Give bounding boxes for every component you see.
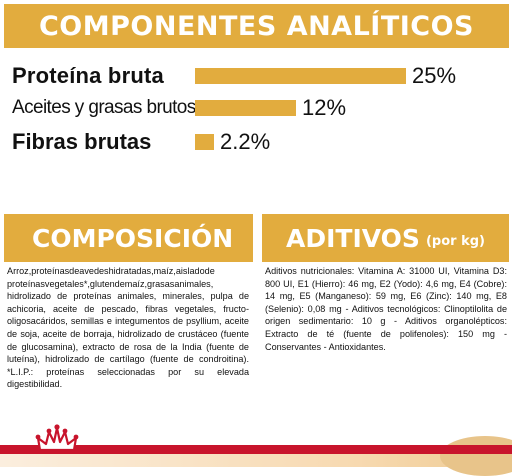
analytic-bar [195, 100, 296, 116]
composition-text: Arroz,proteínasdeavedeshidratadas,maíz,a… [7, 266, 249, 390]
footer-decoration [440, 436, 512, 476]
analytic-value: 25% [412, 63, 457, 88]
analytic-components-title: COMPONENTES ANALÍTICOS [38, 10, 475, 42]
footer-band [0, 454, 512, 467]
analytic-label: Proteína bruta [12, 63, 164, 88]
analytic-bar [195, 68, 406, 84]
analytic-label: Aceites y grasas brutos [12, 97, 196, 118]
analytic-label: Fibras brutas [12, 129, 152, 154]
analytic-bar [195, 134, 214, 150]
additives-title: ADITIVOS [286, 223, 420, 253]
analytic-row-protein: Proteína bruta 25% [0, 61, 512, 91]
footer-red-line [0, 445, 512, 454]
analytic-row-fiber: Fibras brutas 2.2% [0, 127, 512, 157]
analytic-value: 2.2% [220, 129, 271, 154]
analytic-components-banner: COMPONENTES ANALÍTICOS [4, 4, 509, 48]
analytic-value: 12% [302, 95, 347, 120]
composition-title: COMPOSICIÓN [32, 223, 234, 253]
additives-text: Aditivos nutricionales: Vitamina A: 3100… [265, 266, 507, 352]
royal-canin-crown-icon [32, 420, 82, 460]
composition-banner: COMPOSICIÓN [4, 214, 253, 262]
additives-banner: ADITIVOS (por kg) [262, 214, 509, 262]
additives-subtitle: (por kg) [425, 233, 485, 249]
analytic-row-fat: Aceites y grasas brutos 12% [0, 93, 512, 123]
